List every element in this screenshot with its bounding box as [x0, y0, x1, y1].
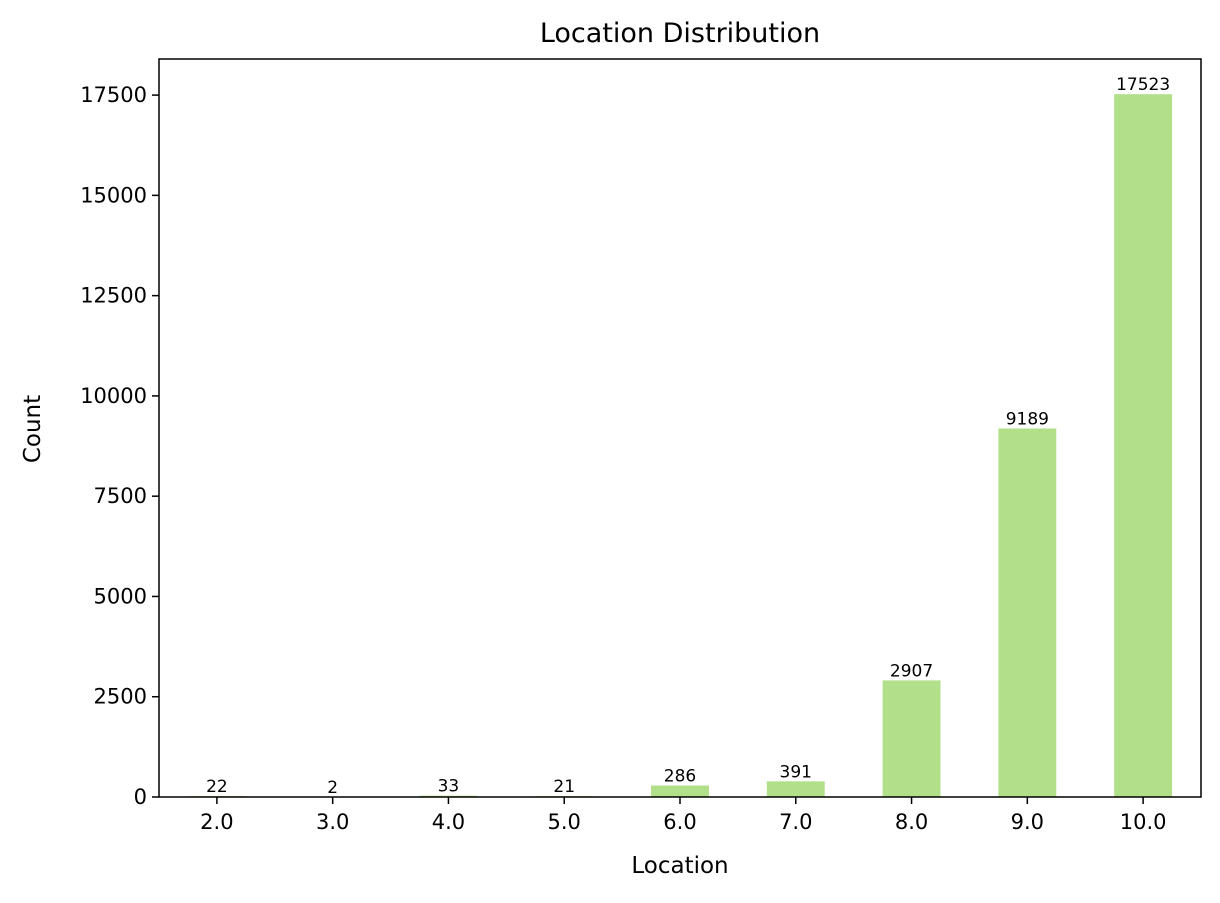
x-tick-label-9.0: 9.0 — [1011, 810, 1044, 834]
chart-title: Location Distribution — [540, 18, 820, 49]
data-label-10.0: 17523 — [1116, 75, 1170, 95]
x-tick-label-2.0: 2.0 — [200, 810, 233, 834]
y-tick-label-0: 0 — [134, 785, 147, 809]
y-tick-label-10000: 10000 — [80, 384, 147, 408]
data-label-2.0: 22 — [206, 777, 228, 797]
data-label-5.0: 21 — [553, 777, 575, 797]
bar-8.0 — [883, 680, 941, 797]
y-tick-label-5000: 5000 — [94, 584, 147, 608]
data-label-6.0: 286 — [664, 767, 696, 787]
data-label-4.0: 33 — [438, 777, 460, 797]
x-tick-label-7.0: 7.0 — [779, 810, 812, 834]
data-label-8.0: 2907 — [890, 661, 933, 681]
x-tick-label-5.0: 5.0 — [548, 810, 581, 834]
bars-layer — [188, 94, 1172, 797]
x-tick-label-10.0: 10.0 — [1120, 810, 1167, 834]
bar-9.0 — [998, 428, 1056, 797]
x-tick-label-3.0: 3.0 — [316, 810, 349, 834]
x-tick-label-4.0: 4.0 — [432, 810, 465, 834]
x-tick-label-8.0: 8.0 — [895, 810, 928, 834]
y-tick-label-17500: 17500 — [80, 83, 147, 107]
y-tick-label-12500: 12500 — [80, 284, 147, 308]
bar-6.0 — [651, 786, 709, 797]
bar-7.0 — [767, 781, 825, 797]
bar-10.0 — [1114, 94, 1172, 797]
data-label-9.0: 9189 — [1006, 409, 1049, 429]
x-axis-label: Location — [631, 853, 728, 879]
data-label-7.0: 391 — [780, 762, 812, 782]
y-axis-label: Count — [20, 395, 46, 463]
data-label-3.0: 2 — [327, 778, 338, 798]
y-tick-label-15000: 15000 — [80, 183, 147, 207]
y-tick-label-7500: 7500 — [94, 484, 147, 508]
x-tick-label-6.0: 6.0 — [663, 810, 696, 834]
y-tick-label-2500: 2500 — [94, 685, 147, 709]
